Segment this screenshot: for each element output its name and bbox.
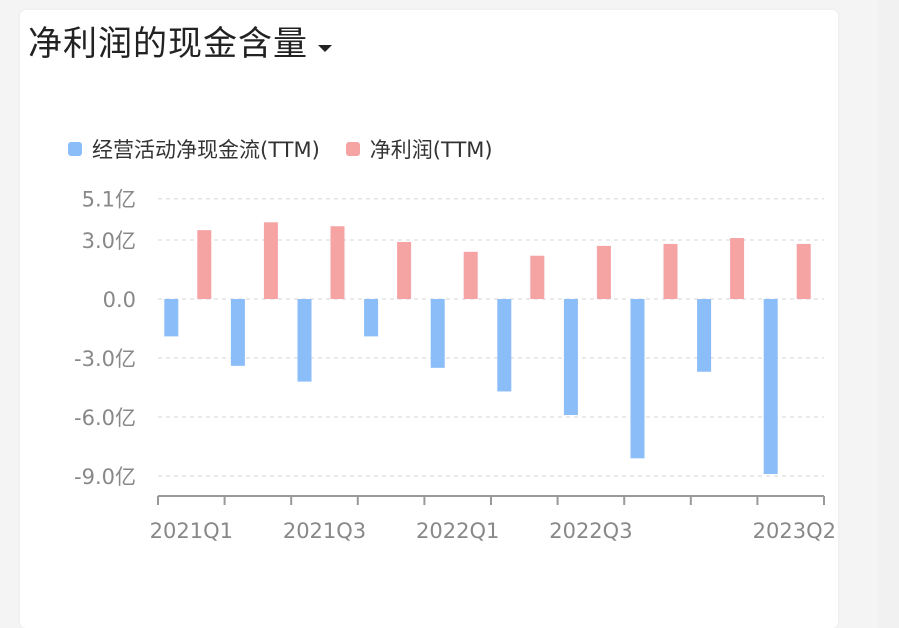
- title-row[interactable]: 净利润的现金含量: [28, 24, 332, 64]
- legend-item-operating-cash-flow[interactable]: 经营活动净现金流(TTM): [68, 134, 320, 164]
- side-panel-strip: [878, 0, 899, 628]
- legend-label: 经营活动净现金流(TTM): [92, 138, 320, 162]
- chart-legend: 经营活动净现金流(TTM) 净利润(TTM): [68, 134, 493, 164]
- x-tick-label: 2022Q1: [416, 519, 499, 543]
- bar-net-profit: [197, 230, 212, 299]
- bar-operating-cash-flow: [630, 299, 645, 459]
- bar-net-profit: [730, 238, 745, 299]
- bar-net-profit: [796, 243, 811, 299]
- legend-item-net-profit[interactable]: 净利润(TTM): [345, 134, 493, 164]
- y-tick-label: -3.0亿: [74, 347, 136, 371]
- chart-title: 净利润的现金含量: [28, 24, 308, 64]
- legend-label: 净利润(TTM): [369, 138, 493, 162]
- y-tick-label: -6.0亿: [74, 406, 136, 430]
- y-tick-label: -9.0亿: [74, 465, 136, 489]
- bar-operating-cash-flow: [697, 299, 712, 372]
- x-tick-label: 2023Q2: [753, 519, 836, 543]
- bar-net-profit: [530, 255, 545, 299]
- bar-net-profit: [596, 245, 611, 299]
- y-tick-label: 5.1亿: [82, 188, 136, 212]
- legend-swatch-blue: [68, 142, 82, 156]
- bar-operating-cash-flow: [364, 299, 379, 337]
- x-tick-label: 2021Q1: [150, 519, 233, 543]
- bar-operating-cash-flow: [230, 299, 245, 366]
- bar-operating-cash-flow: [430, 299, 445, 368]
- bar-operating-cash-flow: [763, 299, 778, 475]
- bar-net-profit: [397, 241, 412, 299]
- bar-operating-cash-flow: [164, 299, 179, 337]
- bar-operating-cash-flow: [297, 299, 312, 382]
- bar-net-profit: [263, 222, 278, 299]
- x-tick-label: 2022Q3: [549, 519, 632, 543]
- bar-operating-cash-flow: [497, 299, 512, 392]
- x-tick-label: 2021Q3: [283, 519, 366, 543]
- y-tick-label: 0.0: [103, 288, 136, 312]
- legend-swatch-red: [345, 142, 360, 156]
- y-tick-label: 3.0亿: [82, 229, 136, 253]
- bar-operating-cash-flow: [563, 299, 578, 416]
- caret-down-icon[interactable]: [318, 44, 332, 52]
- bar-net-profit: [663, 243, 678, 299]
- bar-net-profit: [330, 226, 345, 299]
- bar-net-profit: [463, 251, 478, 299]
